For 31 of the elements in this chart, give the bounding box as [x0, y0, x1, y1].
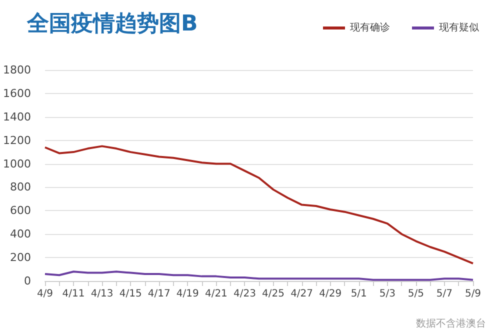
x-tick-label: 5/3: [379, 288, 396, 300]
x-tick-label: 5/7: [436, 288, 453, 300]
x-tick-label: 5/5: [408, 288, 424, 300]
y-tick-label: 1400: [2, 110, 31, 124]
legend-label: 现有疑似: [439, 22, 479, 34]
x-tick-label: 4/29: [319, 288, 342, 300]
legend-label: 现有确诊: [350, 22, 390, 34]
y-tick-label: 600: [10, 204, 31, 218]
y-tick-label: 1000: [2, 157, 31, 170]
x-tick-label: 4/17: [148, 288, 170, 300]
y-tick-label: 0: [24, 274, 31, 288]
x-tick-label: 4/19: [176, 288, 199, 300]
x-tick-label: 4/23: [233, 288, 256, 300]
y-tick-label: 1200: [2, 134, 31, 147]
chart-title: 全国疫情趋势图B: [26, 12, 198, 36]
y-tick-label: 1800: [2, 64, 31, 76]
text: 数据不含港澳台: [416, 318, 486, 330]
line-series: [44, 145, 474, 264]
x-tick-label: 4/13: [90, 288, 114, 300]
y-tick-label: 1600: [2, 86, 31, 100]
x-tick-label: 5/1: [350, 288, 367, 300]
x-tick-label: 4/25: [262, 288, 284, 300]
x-tick-label: 4/11: [62, 288, 85, 300]
x-tick-label: 4/27: [290, 288, 314, 300]
x-tick-label: 4/9: [36, 288, 54, 300]
x-tick-label: 4/21: [204, 288, 228, 300]
y-tick-label: 400: [10, 228, 31, 241]
y-tick-label: 800: [10, 180, 31, 194]
x-tick-label: 5/9: [464, 288, 482, 300]
y-tick-label: 200: [10, 251, 31, 264]
x-tick-label: 4/15: [119, 288, 142, 300]
